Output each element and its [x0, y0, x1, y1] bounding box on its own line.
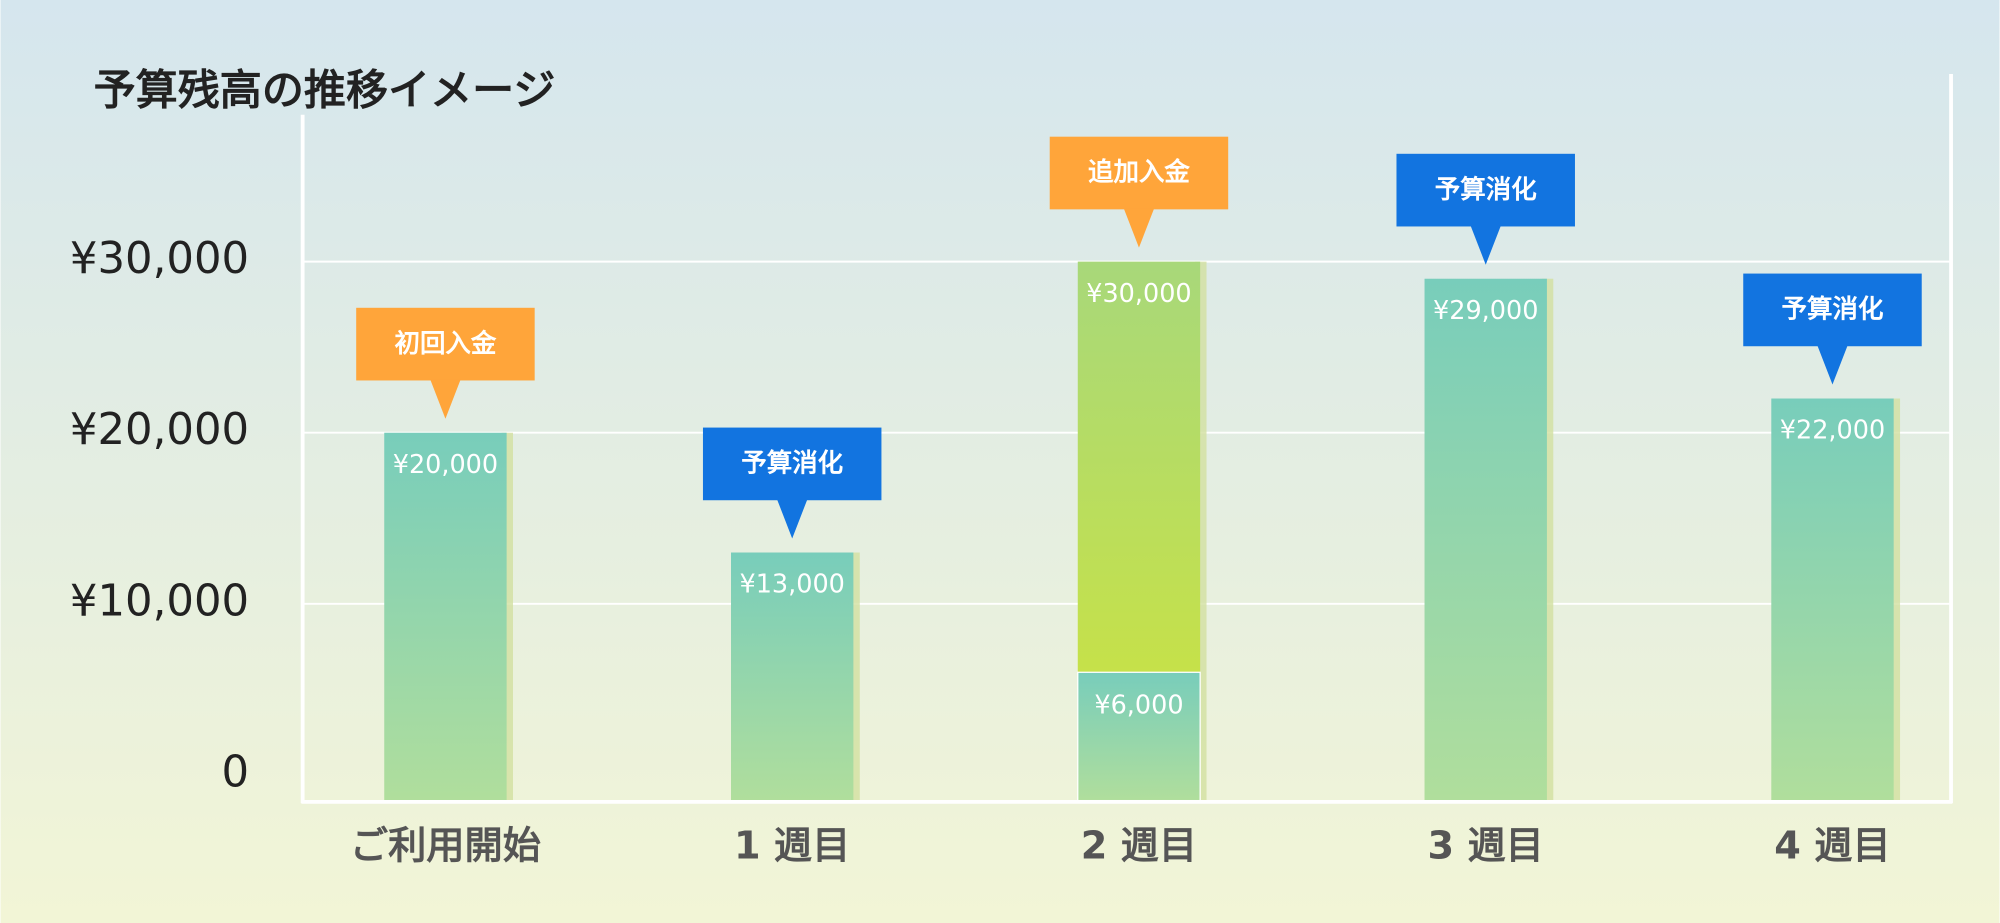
bar-shadow [1888, 398, 1901, 801]
bar [731, 552, 854, 801]
x-tick-label: 1 週目 [734, 824, 850, 868]
bar-shadow [1195, 261, 1207, 801]
callout-pointer [1817, 344, 1848, 385]
chart-title: 予算残高の推移イメージ [94, 66, 556, 115]
callout-label: 初回入金 [394, 329, 496, 359]
base-bar [1077, 671, 1201, 802]
callout-label: 予算消化 [741, 449, 843, 479]
callout-box [702, 427, 882, 501]
x-tick-label: ご利用開始 [350, 824, 541, 868]
value-label: ¥20,000 [393, 450, 498, 480]
value-label: ¥22,000 [1780, 416, 1885, 446]
bar-shadow [501, 432, 514, 801]
y-tick-label: ¥30,000 [70, 234, 249, 284]
value-label: ¥30,000 [1086, 279, 1191, 309]
x-tick-label: 3 週目 [1428, 824, 1544, 868]
callout-pointer [1123, 208, 1155, 248]
bar [1771, 398, 1894, 801]
y-tick-label: ¥10,000 [70, 576, 249, 626]
callout-label: 予算消化 [1435, 175, 1537, 205]
callout-box [1396, 153, 1575, 227]
callout-box [1049, 136, 1229, 210]
x-tick-label: 4 週目 [1774, 824, 1890, 868]
callout-label: 追加入金 [1088, 158, 1190, 188]
callout-box [356, 307, 535, 381]
callout-pointer [430, 379, 461, 419]
base-value-label: ¥6,000 [1094, 691, 1183, 721]
y-tick-label: ¥20,000 [70, 405, 249, 455]
value-label: ¥13,000 [740, 570, 845, 600]
callout-box [1743, 273, 1922, 347]
callout-pointer [776, 498, 808, 539]
y-tick-label: 0 [222, 747, 250, 797]
bar [384, 432, 507, 801]
value-label: ¥29,000 [1433, 296, 1538, 326]
callout-pointer [1470, 225, 1502, 265]
bar [1424, 278, 1547, 801]
callout-label: 予算消化 [1782, 295, 1884, 325]
bar-shadow [1541, 278, 1554, 801]
bar-shadow [848, 552, 860, 801]
x-tick-label: 2 週目 [1081, 824, 1197, 868]
